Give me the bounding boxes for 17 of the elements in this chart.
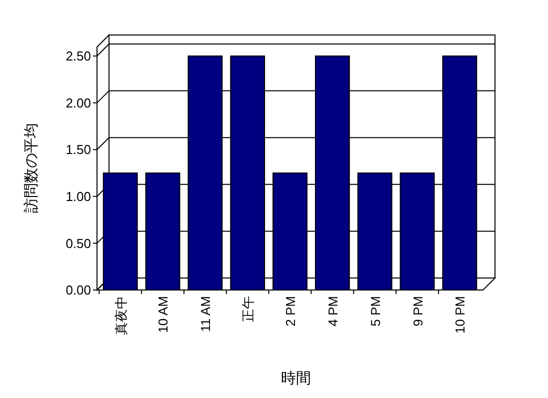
x-tick-label: 4 PM (325, 296, 340, 326)
y-tick-label: 0.50 (66, 236, 91, 251)
x-tick-label: 10 AM (156, 296, 171, 333)
y-tick-label: 1.00 (66, 188, 91, 204)
x-tick-label: 5 PM (368, 296, 383, 326)
y-axis-title: 訪問数の平均 (23, 123, 40, 213)
x-axis-title: 時間 (281, 370, 311, 387)
x-tick-label: 9 PM (410, 296, 426, 326)
x-tick-label: 11 AM (198, 296, 214, 332)
y-tick-label: 2.00 (66, 95, 91, 110)
y-tick-label: 1.50 (66, 142, 91, 158)
y-tick-label: 2.50 (66, 48, 91, 64)
x-tick-label: 正午 (240, 296, 256, 322)
x-tick-label: 10 PM (452, 296, 468, 334)
x-tick-label: 2 PM (283, 296, 298, 326)
y-tick-label: 0.00 (66, 282, 91, 298)
x-tick-label: 真夜中 (113, 296, 128, 335)
